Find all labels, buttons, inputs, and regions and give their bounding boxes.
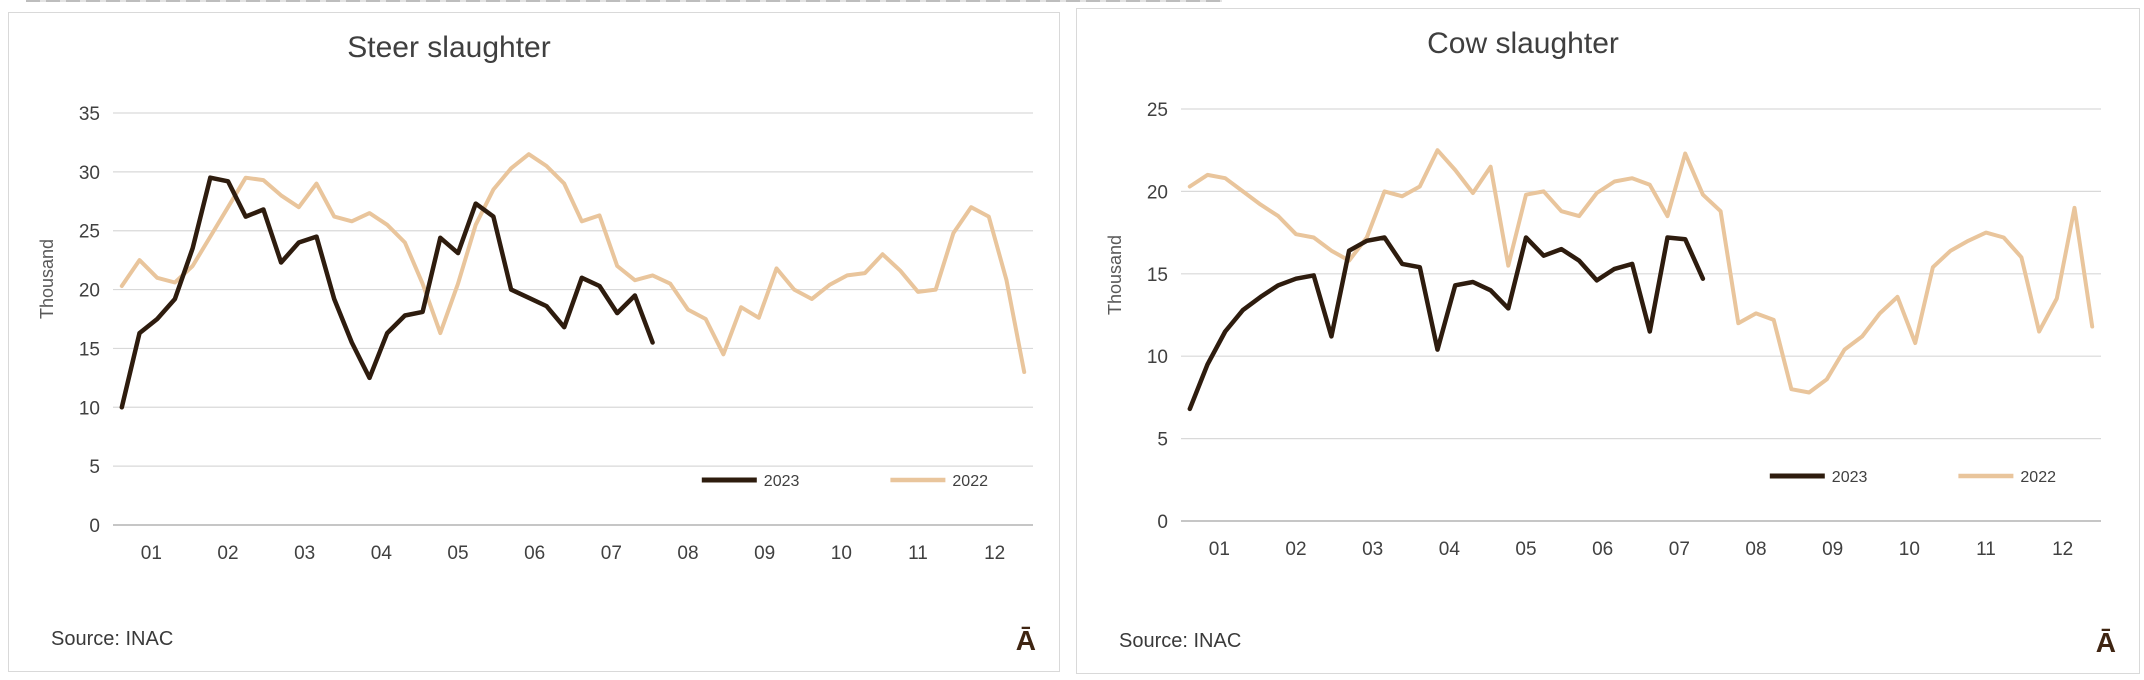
x-tick-label: 04: [1439, 539, 1461, 560]
y-tick-label: 10: [79, 398, 100, 419]
series-line-2022: [1187, 148, 2095, 395]
y-tick-label: 30: [79, 163, 100, 184]
y-tick-label: 5: [89, 457, 100, 478]
y-tick-label: 25: [1147, 100, 1168, 121]
source-note: Source: INAC: [1119, 630, 1242, 652]
y-tick-label: 15: [1147, 265, 1168, 286]
x-tick-label: 01: [141, 543, 162, 564]
brand-logo-icon: Ā: [1015, 625, 1036, 656]
series-line-2022: [119, 152, 1027, 374]
y-tick-label: 20: [79, 281, 100, 302]
x-tick-label: 02: [1285, 539, 1306, 560]
y-tick-label: 15: [79, 339, 100, 360]
y-tick-label: 25: [79, 222, 100, 243]
x-tick-label: 03: [294, 543, 315, 564]
chart-panel-cow: Cow slaughter Thousand 0 5 10 15 20 25 01 02 03 0…: [1076, 8, 2140, 674]
x-tick-label: 09: [1822, 539, 1843, 560]
x-tick-label: 01: [1209, 539, 1230, 560]
x-tick-label: 12: [2052, 539, 2073, 560]
y-tick-label: 35: [79, 104, 100, 125]
chart-title: Steer slaughter: [347, 31, 551, 64]
legend-label-2022: 2022: [2020, 469, 2056, 486]
x-tick-label: 07: [601, 543, 622, 564]
x-tick-label: 12: [984, 543, 1005, 564]
source-note: Source: INAC: [51, 628, 174, 650]
x-tick-label: 10: [831, 543, 852, 564]
x-tick-label: 05: [447, 543, 468, 564]
y-tick-label: 20: [1147, 182, 1168, 203]
x-tick-label: 07: [1669, 539, 1690, 560]
x-tick-label: 11: [908, 543, 928, 564]
x-tick-label: 06: [1592, 539, 1613, 560]
x-tick-label: 04: [371, 543, 393, 564]
x-tick-label: 05: [1515, 539, 1536, 560]
legend-label-2022: 2022: [952, 473, 988, 490]
y-tick-label: 0: [89, 516, 100, 537]
x-tick-label: 08: [677, 543, 698, 564]
x-tick-label: 08: [1745, 539, 1766, 560]
y-tick-label: 10: [1147, 347, 1168, 368]
x-tick-label: 03: [1362, 539, 1383, 560]
x-tick-label: 02: [217, 543, 238, 564]
brand-logo-icon: Ā: [2095, 627, 2116, 658]
legend-label-2023: 2023: [1832, 469, 1868, 486]
cropped-text-artifact: [26, 0, 1222, 2]
x-tick-label: 09: [754, 543, 775, 564]
x-tick-label: 10: [1899, 539, 1920, 560]
legend-label-2023: 2023: [764, 473, 800, 490]
series-line-2023: [119, 175, 655, 410]
y-tick-label: 5: [1157, 430, 1168, 451]
series-line-2023: [1187, 235, 1706, 412]
x-tick-label: 11: [1976, 539, 1996, 560]
y-tick-label: 0: [1157, 512, 1168, 533]
chart-title: Cow slaughter: [1427, 27, 1619, 60]
x-tick-label: 06: [524, 543, 545, 564]
chart-panel-steer: Steer slaughter Thousand 0 5 10 15 20 25 30 35 0…: [8, 12, 1060, 672]
